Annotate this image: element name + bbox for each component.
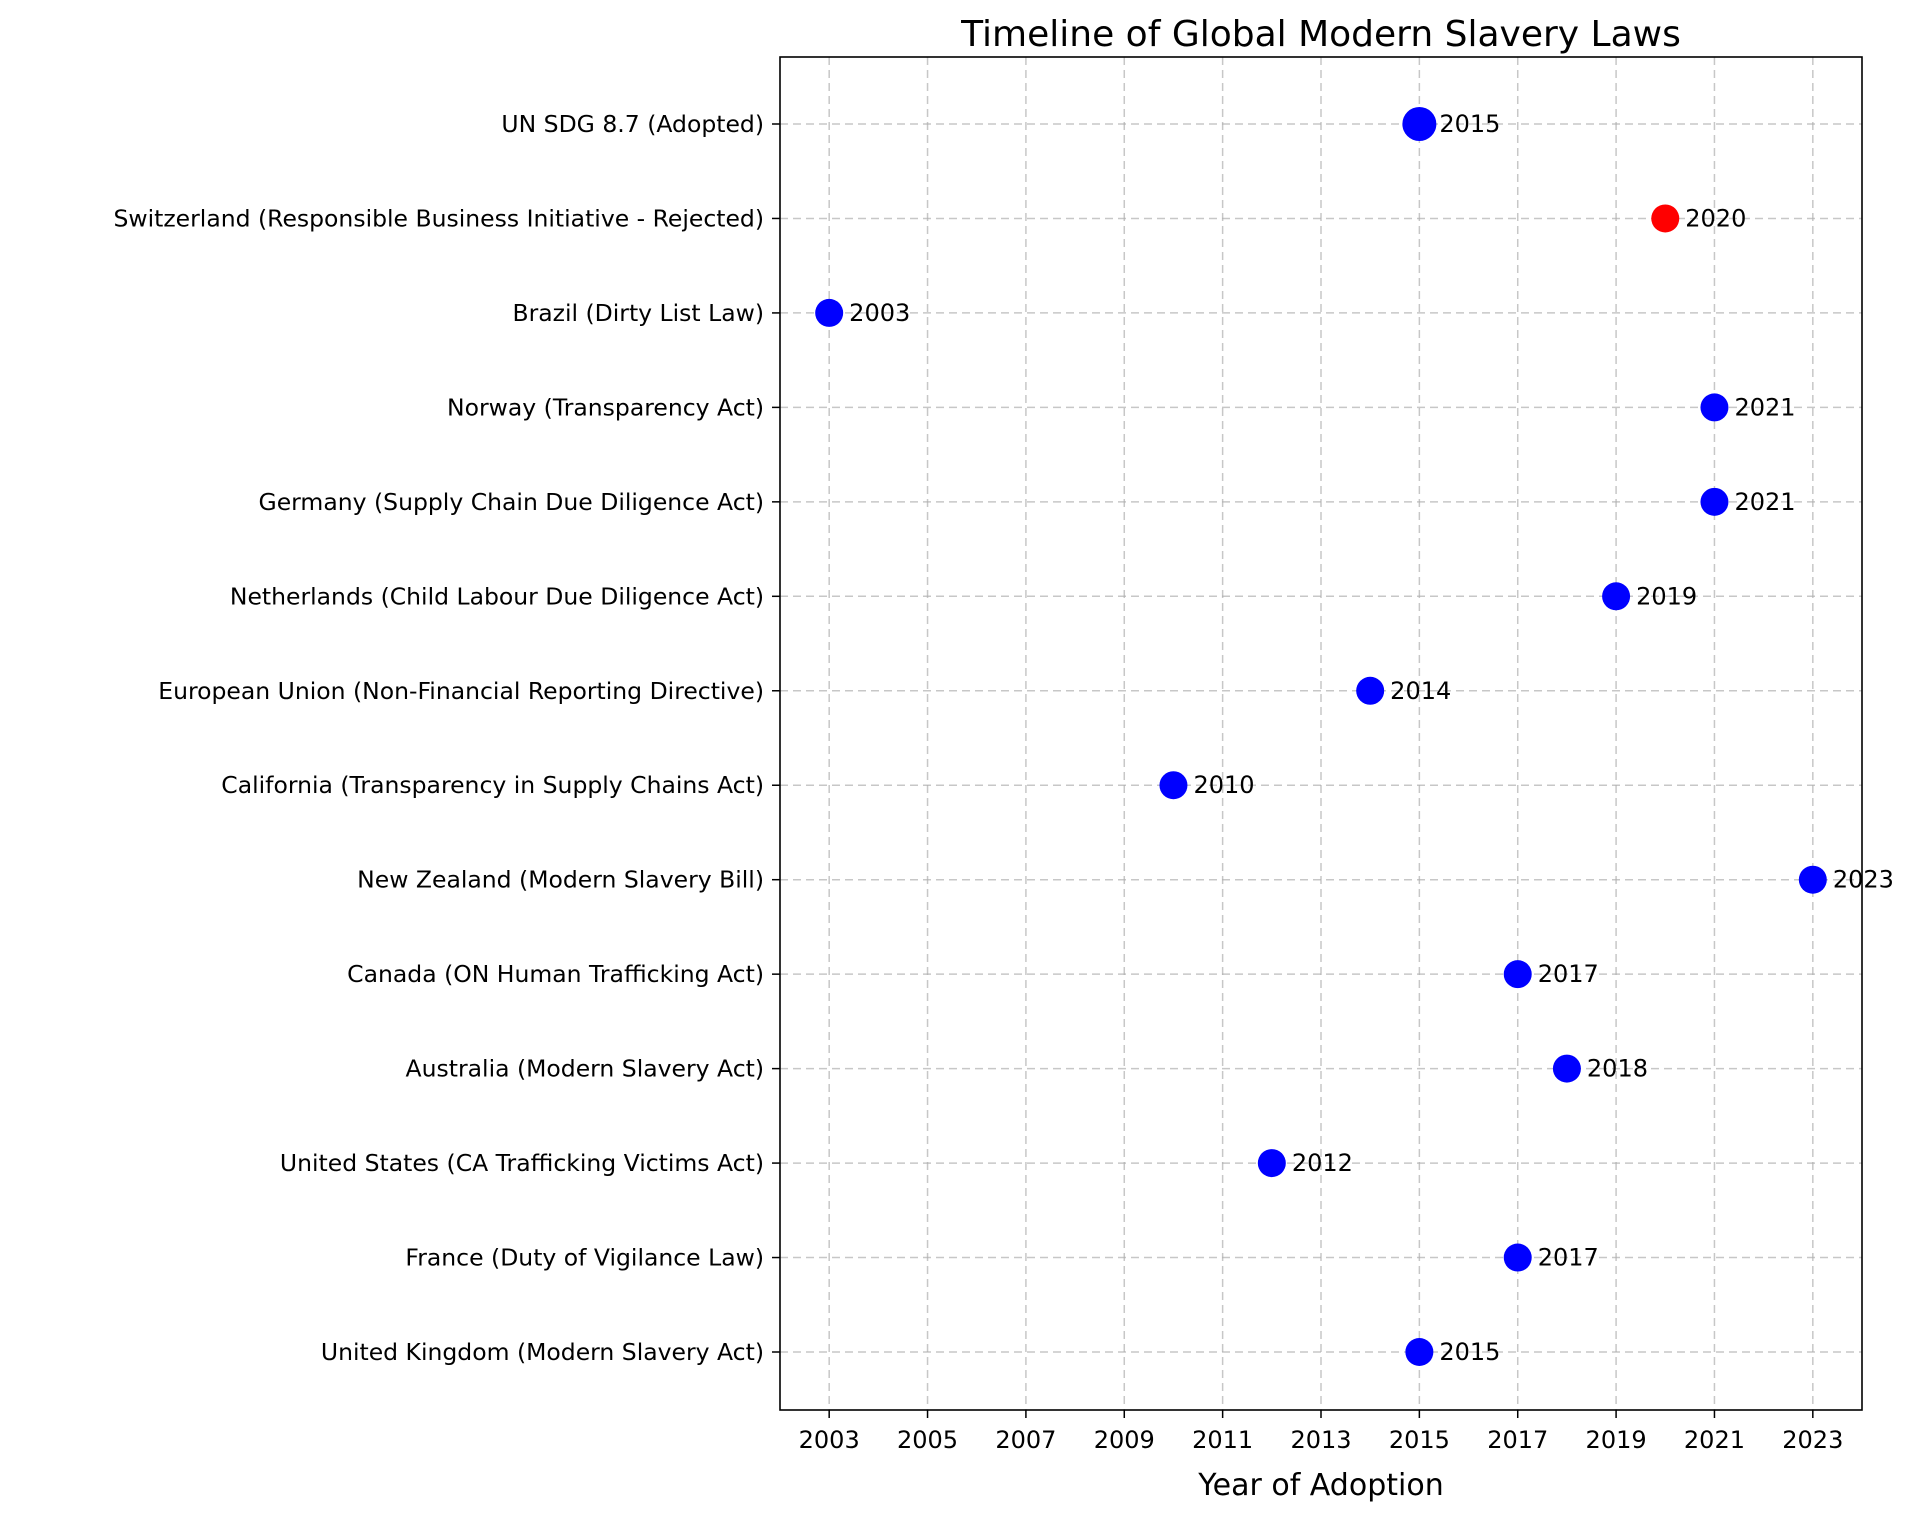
- x-tick-label: 2009: [1094, 1426, 1155, 1454]
- data-label: 2017: [1538, 1244, 1599, 1272]
- data-point: [1602, 582, 1631, 611]
- x-tick-label: 2005: [897, 1426, 958, 1454]
- y-tick-label: United Kingdom (Modern Slavery Act): [321, 1338, 764, 1366]
- data-label: 2012: [1292, 1149, 1353, 1177]
- data-point: [1257, 1149, 1286, 1178]
- x-tick-label: 2011: [1192, 1426, 1253, 1454]
- data-label: 2014: [1390, 677, 1451, 705]
- y-tick-label: Canada (ON Human Trafficking Act): [347, 960, 764, 988]
- y-tick-label: Norway (Transparency Act): [447, 393, 764, 421]
- y-axis-ticks: United Kingdom (Modern Slavery Act) Franc…: [113, 110, 780, 1366]
- grid: [780, 57, 1862, 1410]
- data-label: 2021: [1734, 488, 1795, 516]
- y-tick-label: United States (CA Trafficking Victims Ac…: [280, 1149, 764, 1177]
- y-tick-label: France (Duty of Vigilance Law): [405, 1244, 764, 1272]
- y-tick-label: Brazil (Dirty List Law): [512, 299, 764, 327]
- data-label: 2023: [1833, 866, 1894, 894]
- x-tick-label: 2021: [1684, 1426, 1745, 1454]
- data-label: 2021: [1734, 393, 1795, 421]
- y-tick-label: European Union (Non-Financial Reporting …: [158, 677, 764, 705]
- data-label: 2018: [1587, 1055, 1648, 1083]
- data-label: 2020: [1685, 204, 1746, 232]
- data-point: [1651, 204, 1680, 233]
- x-tick-label: 2023: [1782, 1426, 1843, 1454]
- y-tick-label: Netherlands (Child Labour Due Diligence …: [230, 582, 764, 610]
- data-label: 2015: [1439, 1338, 1500, 1366]
- data-label: 2003: [849, 299, 910, 327]
- x-tick-label: 2015: [1389, 1426, 1450, 1454]
- x-tick-label: 2007: [995, 1426, 1056, 1454]
- x-axis-ticks: 2003 2005 2007 2009 2011 2013 2015 2017 2019 2021…: [799, 1410, 1843, 1454]
- data-point: [1700, 487, 1729, 516]
- data-label: 2017: [1538, 960, 1599, 988]
- x-tick-label: 2003: [799, 1426, 860, 1454]
- x-tick-label: 2017: [1487, 1426, 1548, 1454]
- data-point: [1402, 107, 1437, 141]
- data-point: [1700, 393, 1729, 422]
- data-point: [1798, 865, 1827, 894]
- y-tick-label: Australia (Modern Slavery Act): [406, 1055, 764, 1083]
- data-point: [1503, 1243, 1532, 1272]
- y-tick-label: UN SDG 8.7 (Adopted): [501, 110, 764, 138]
- data-points: 2015 2017 2012 2018 2017 2023 2010 2014 2019 2021…: [815, 107, 1894, 1366]
- data-point: [1159, 771, 1188, 800]
- y-tick-label: California (Transparency in Supply Chain…: [221, 771, 764, 799]
- x-tick-label: 2019: [1586, 1426, 1647, 1454]
- y-tick-label: Switzerland (Responsible Business Initia…: [113, 204, 764, 232]
- chart-title: Timeline of Global Modern Slavery Laws: [960, 14, 1681, 55]
- data-point: [1503, 960, 1532, 989]
- plot-frame: [779, 56, 1863, 1411]
- y-tick-label: Germany (Supply Chain Due Diligence Act): [259, 488, 764, 516]
- data-point: [1356, 676, 1385, 705]
- x-tick-label: 2013: [1290, 1426, 1351, 1454]
- data-point: [1405, 1338, 1434, 1366]
- x-axis-label: Year of Adoption: [1197, 1468, 1443, 1503]
- data-point: [1552, 1054, 1581, 1083]
- data-label: 2015: [1439, 110, 1500, 138]
- data-label: 2010: [1193, 771, 1254, 799]
- data-label: 2019: [1636, 582, 1697, 610]
- data-point: [815, 298, 844, 327]
- y-tick-label: New Zealand (Modern Slavery Bill): [357, 866, 764, 894]
